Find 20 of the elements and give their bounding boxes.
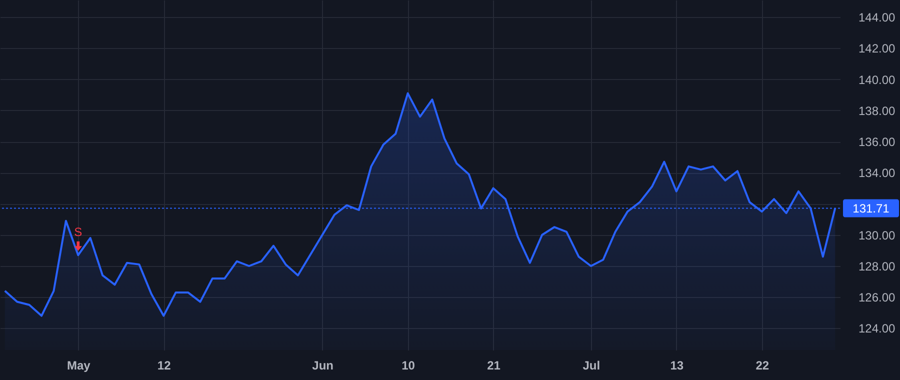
y-tick-label: 138.00 <box>858 104 896 118</box>
x-tick-label: 22 <box>756 358 770 372</box>
y-tick-label: 140.00 <box>858 72 896 87</box>
y-tick-label: 130.00 <box>858 228 896 242</box>
x-tick-label: 12 <box>157 358 172 372</box>
x-tick-label: 21 <box>487 358 501 372</box>
ref-line-label: 131.71 <box>852 201 890 216</box>
x-tick-label: 13 <box>670 358 684 372</box>
y-tick-label: 136.00 <box>858 135 896 150</box>
y-tick-label: 126.00 <box>858 290 896 305</box>
y-tick-label: 144.00 <box>858 10 896 25</box>
x-tick-label: 10 <box>402 358 416 372</box>
annotation: S <box>74 225 82 240</box>
y-tick-label: 142.00 <box>858 42 896 56</box>
y-tick-label: 128.00 <box>858 260 896 274</box>
y-tick-label: 124.00 <box>858 322 896 336</box>
x-tick-label: May <box>66 358 91 372</box>
x-tick-label: Jun <box>312 358 334 372</box>
x-tick-label: Jul <box>582 358 600 372</box>
y-tick-label: 134.00 <box>858 166 896 180</box>
